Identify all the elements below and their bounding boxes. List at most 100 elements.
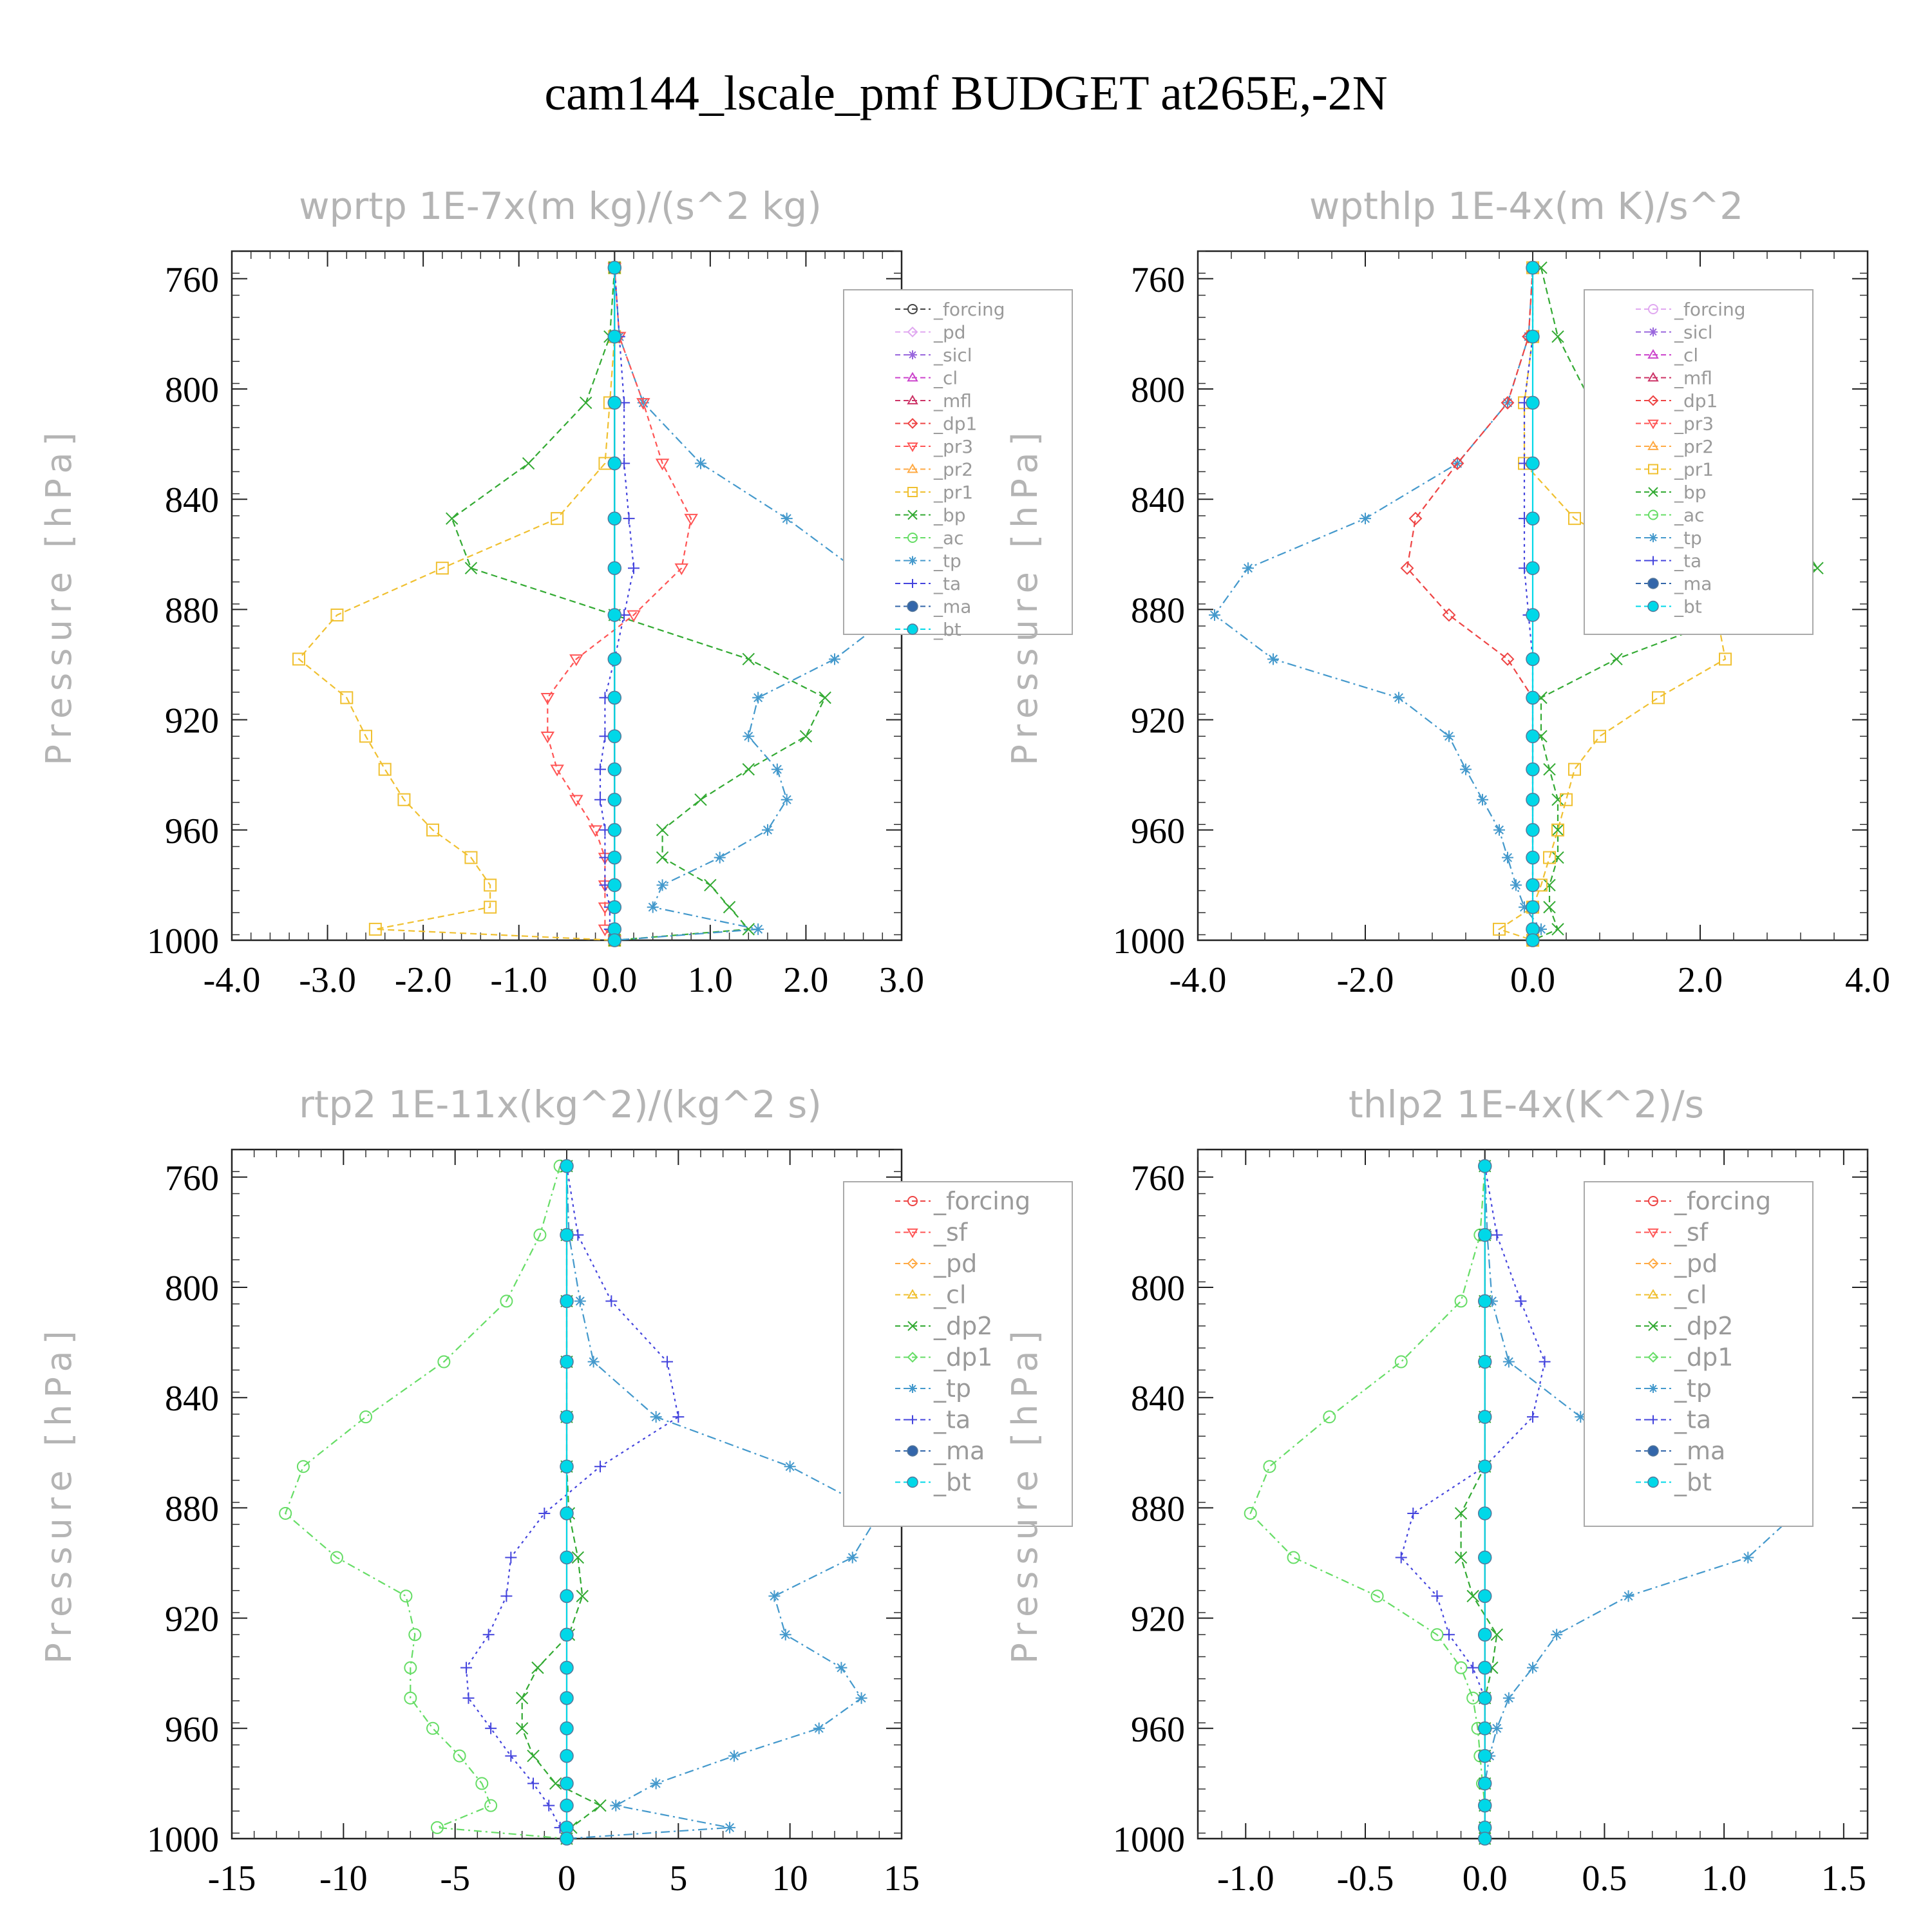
- data-point: [560, 1721, 574, 1736]
- data-point: [1526, 329, 1540, 344]
- y-tick-label: 840: [1131, 480, 1185, 520]
- legend-entry: _dp1: [1636, 390, 1718, 412]
- legend-entry: _sf: [895, 1218, 969, 1247]
- data-point: [768, 1590, 781, 1602]
- x-tick-label: -10: [319, 1859, 368, 1899]
- x-tick-label: -1.0: [490, 960, 547, 1000]
- data-point: [1593, 730, 1606, 743]
- data-point: [771, 763, 783, 775]
- legend-label: _pr1: [933, 482, 973, 503]
- legend-entry: _ta: [895, 573, 961, 594]
- data-point: [610, 1799, 622, 1812]
- data-point: [846, 1551, 858, 1564]
- data-point: [656, 851, 669, 864]
- legend-label: _dp1: [1674, 1343, 1733, 1372]
- y-tick-label: 880: [1131, 1489, 1185, 1529]
- data-point: [724, 1821, 736, 1833]
- data-point: [594, 1461, 606, 1473]
- data-point: [1526, 878, 1540, 893]
- data-point: [543, 1799, 555, 1812]
- y-tick-label: 960: [165, 1710, 219, 1750]
- data-point: [1622, 1590, 1634, 1602]
- legend-label: _dp1: [933, 1343, 992, 1372]
- data-point: [1244, 1506, 1257, 1520]
- data-point: [1526, 900, 1540, 914]
- data-point: [330, 608, 344, 621]
- series-line: [1249, 1166, 1486, 1839]
- data-point: [292, 652, 305, 666]
- data-point: [1526, 933, 1540, 947]
- legend-label: _sf: [1674, 1218, 1709, 1247]
- data-point: [1493, 922, 1506, 936]
- data-point: [623, 513, 635, 525]
- legend-entry: _bp: [895, 505, 966, 526]
- panel-3: rtp2 1E-11x(kg^2)/(kg^2 s) Pressure [hPa]…: [39, 1083, 1073, 1899]
- data-point: [607, 561, 622, 575]
- series-line: [1497, 267, 1727, 942]
- data-point: [674, 563, 689, 576]
- data-point: [607, 850, 622, 865]
- data-point: [560, 1832, 574, 1846]
- legend-entry: _bp: [1636, 482, 1707, 503]
- legend-label: _mfl: [933, 390, 972, 412]
- data-point: [1442, 608, 1456, 622]
- data-point: [1543, 851, 1556, 864]
- series_ta: [1395, 1160, 1551, 1844]
- data-point: [560, 1776, 574, 1791]
- data-point: [560, 1227, 574, 1242]
- data-point: [1610, 652, 1623, 666]
- data-point: [1431, 1590, 1443, 1602]
- data-point: [607, 260, 622, 275]
- data-point: [522, 457, 535, 470]
- data-point: [762, 824, 773, 836]
- data-point: [1359, 513, 1371, 525]
- series_pr1: [292, 261, 621, 947]
- legend-label: _cl: [1674, 345, 1698, 366]
- legend-entry: _mfl: [1636, 368, 1712, 389]
- data-point: [500, 1294, 513, 1308]
- data-point: [1477, 1660, 1492, 1675]
- data-point: [574, 1295, 586, 1307]
- data-point: [1477, 1798, 1492, 1813]
- legend-label: _dp1: [933, 413, 977, 435]
- panel-title: wpthlp 1E-4x(m K)/s^2: [1309, 184, 1743, 228]
- data-point: [628, 562, 639, 574]
- data-point: [560, 1660, 574, 1675]
- data-point: [1443, 730, 1455, 743]
- legend: _forcing_sicl_cl_mfl_dp1_pr3_pr2_pr1_bp_…: [1584, 289, 1814, 635]
- data-point: [1526, 511, 1540, 526]
- data-point: [779, 1629, 791, 1641]
- data-point: [368, 922, 382, 936]
- data-point: [515, 1722, 529, 1735]
- legend-entry: _cl: [895, 368, 958, 389]
- legend-label: _tp: [1674, 1374, 1712, 1403]
- legend-entry: _sicl: [1636, 322, 1713, 343]
- data-point: [560, 1294, 574, 1309]
- data-point: [1477, 1690, 1492, 1705]
- data-point: [482, 1629, 495, 1641]
- legend-label: _dp2: [933, 1312, 992, 1340]
- data-point: [359, 1410, 372, 1424]
- data-point: [607, 900, 622, 914]
- series-line: [284, 1166, 567, 1840]
- y-tick-label: 760: [1131, 260, 1185, 300]
- data-point: [533, 1228, 547, 1242]
- legend-entry: _dp1: [895, 1343, 992, 1372]
- legend-entry: _pr2: [895, 459, 973, 480]
- data-point: [1551, 824, 1564, 837]
- data-point: [605, 1295, 618, 1307]
- data-point: [855, 1692, 867, 1704]
- series_ta: [1519, 261, 1539, 946]
- data-point: [1543, 878, 1556, 892]
- series_bt: [560, 1159, 574, 1846]
- series_tp: [1209, 261, 1547, 946]
- data-point: [1551, 851, 1564, 864]
- data-point: [656, 824, 669, 837]
- data-point: [1267, 653, 1279, 665]
- series-line: [565, 1166, 880, 1840]
- data-point: [1502, 851, 1513, 864]
- legend-entry: _ma: [895, 1437, 985, 1465]
- y-tick-label: 960: [165, 811, 219, 851]
- data-point: [569, 795, 583, 807]
- data-point: [484, 900, 497, 914]
